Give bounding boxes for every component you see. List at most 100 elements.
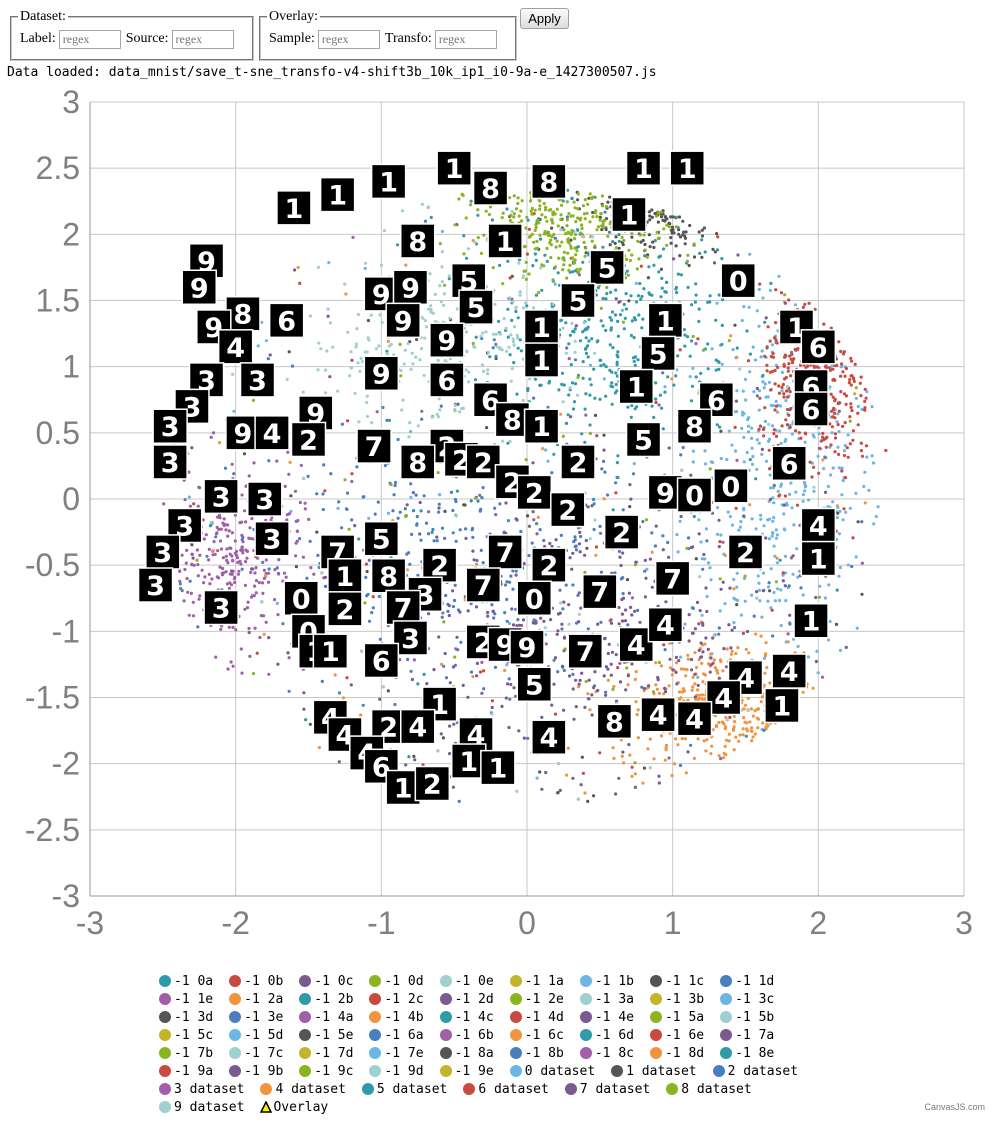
data-point — [683, 236, 688, 240]
legend-item[interactable]: -1 2c — [369, 990, 424, 1008]
legend-item[interactable]: -1 1a — [509, 972, 564, 990]
legend-item[interactable]: -1 9c — [299, 1062, 353, 1080]
legend-item[interactable]: -1 1c — [649, 972, 704, 990]
legend-item[interactable]: -1 7a — [720, 1026, 774, 1044]
legend-item[interactable]: -1 0e — [439, 972, 494, 990]
data-point — [685, 259, 689, 263]
thumbnail-frame — [800, 540, 837, 577]
legend-item[interactable]: -1 7e — [369, 1044, 424, 1062]
legend-item[interactable]: -1 6b — [439, 1026, 494, 1044]
data-point — [480, 496, 484, 500]
y-tick-label: 3 — [62, 84, 80, 120]
legend-item[interactable]: -1 5d — [229, 1026, 283, 1044]
legend-item[interactable]: -1 6a — [369, 1026, 424, 1044]
legend-item[interactable]: 9 dataset — [159, 1098, 244, 1116]
data-point — [717, 676, 721, 681]
legend-item[interactable]: -1 3a — [579, 990, 634, 1008]
data-point — [642, 766, 647, 770]
legend-item[interactable]: -1 2e — [509, 990, 564, 1008]
data-point — [414, 355, 418, 359]
data-point — [669, 241, 673, 245]
legend-item[interactable]: -1 2b — [299, 990, 353, 1008]
legend-item[interactable]: 4 dataset — [260, 1080, 346, 1098]
data-point — [407, 435, 411, 439]
legend-item[interactable]: -1 7c — [229, 1044, 283, 1062]
legend-item[interactable]: 0 dataset — [509, 1062, 595, 1080]
legend-item[interactable]: -1 5b — [720, 1008, 774, 1026]
data-point — [494, 332, 498, 336]
data-point — [216, 549, 220, 553]
legend-item[interactable]: -1 0c — [299, 972, 353, 990]
legend-item[interactable]: -1 4e — [579, 1008, 634, 1026]
data-point — [785, 385, 790, 389]
data-point — [613, 391, 618, 395]
legend-item[interactable]: -1 0d — [369, 972, 424, 990]
legend-item[interactable]: 8 dataset — [666, 1080, 752, 1098]
legend-item[interactable]: -1 6c — [509, 1026, 564, 1044]
legend-item[interactable]: -1 1e — [159, 990, 213, 1008]
legend-item[interactable]: -1 3d — [159, 1008, 213, 1026]
legend-item[interactable]: -1 9e — [439, 1062, 494, 1080]
legend-item[interactable]: -1 7d — [299, 1044, 353, 1062]
legend-item[interactable]: -1 8b — [509, 1044, 564, 1062]
legend-item[interactable]: -1 9d — [369, 1062, 424, 1080]
legend-marker-icon — [299, 975, 312, 987]
legend-item[interactable]: -1 6d — [579, 1026, 634, 1044]
data-point — [341, 696, 346, 700]
legend-item[interactable]: -1 7b — [159, 1044, 213, 1062]
data-point — [784, 437, 788, 442]
legend-item[interactable]: -1 4b — [369, 1008, 424, 1026]
canvasjs-credit[interactable]: CanvasJS.com — [924, 1102, 985, 1112]
data-point — [724, 715, 728, 720]
data-point — [446, 609, 450, 614]
legend-item[interactable]: -1 8d — [649, 1044, 704, 1062]
legend-item[interactable]: -1 5e — [299, 1026, 353, 1044]
legend-item[interactable]: -1 4a — [299, 1008, 353, 1026]
legend-item[interactable]: -1 3e — [229, 1008, 283, 1026]
data-point — [486, 368, 490, 372]
legend-item[interactable]: -1 8a — [439, 1044, 494, 1062]
data-point — [774, 288, 778, 292]
legend-item[interactable]: 7 dataset — [564, 1080, 650, 1098]
legend-item[interactable]: 1 dataset — [611, 1062, 697, 1080]
legend-item[interactable]: -1 2a — [229, 990, 283, 1008]
legend-item[interactable]: -1 4c — [439, 1008, 494, 1026]
legend-item[interactable]: -1 6e — [649, 1026, 704, 1044]
data-point — [822, 467, 826, 471]
sample-regex-input[interactable] — [317, 29, 380, 49]
legend-item[interactable]: -1 4d — [509, 1008, 564, 1026]
source-regex-input[interactable] — [171, 29, 234, 49]
apply-button[interactable]: Apply — [520, 8, 569, 29]
legend-item[interactable]: -1 1b — [579, 972, 634, 990]
legend-item[interactable]: 3 dataset — [159, 1080, 244, 1098]
legend-item[interactable]: -1 1d — [720, 972, 774, 990]
overlay-thumbnail: 6 — [429, 362, 465, 398]
legend-item[interactable]: 6 dataset — [463, 1080, 549, 1098]
data-point — [548, 541, 552, 546]
legend-item[interactable]: -1 2d — [439, 990, 494, 1008]
legend-item[interactable]: 2 dataset — [712, 1062, 798, 1080]
legend-item[interactable]: -1 3b — [649, 990, 704, 1008]
legend-item[interactable]: -1 5c — [159, 1026, 213, 1044]
legend-item[interactable]: 5 dataset — [361, 1080, 447, 1098]
legend-item[interactable]: -1 8e — [720, 1044, 774, 1062]
data-point — [505, 207, 509, 211]
data-point — [601, 245, 605, 249]
data-point — [472, 558, 476, 562]
transfo-regex-input[interactable] — [434, 29, 497, 49]
data-point — [371, 606, 375, 610]
legend-item[interactable]: Overlay — [260, 1098, 328, 1116]
legend-item[interactable]: -1 8c — [579, 1044, 634, 1062]
tsne-scatter-chart[interactable]: 32.521.510.50-0.5-1-1.5-2-2.5-3-3 -2 -1 0 1 2… — [0, 0, 997, 960]
label-regex-input[interactable] — [58, 29, 121, 49]
legend-item[interactable]: -1 9a — [159, 1062, 213, 1080]
legend-item[interactable]: -1 5a — [649, 1008, 704, 1026]
y-tick-label: -1.5 — [25, 680, 80, 716]
data-point — [316, 553, 320, 558]
data-point — [718, 609, 722, 613]
data-point — [605, 285, 609, 290]
legend-item[interactable]: -1 3c — [720, 990, 774, 1008]
legend-item[interactable]: -1 0a — [159, 972, 213, 990]
legend-item[interactable]: -1 0b — [229, 972, 283, 990]
legend-item[interactable]: -1 9b — [229, 1062, 283, 1080]
